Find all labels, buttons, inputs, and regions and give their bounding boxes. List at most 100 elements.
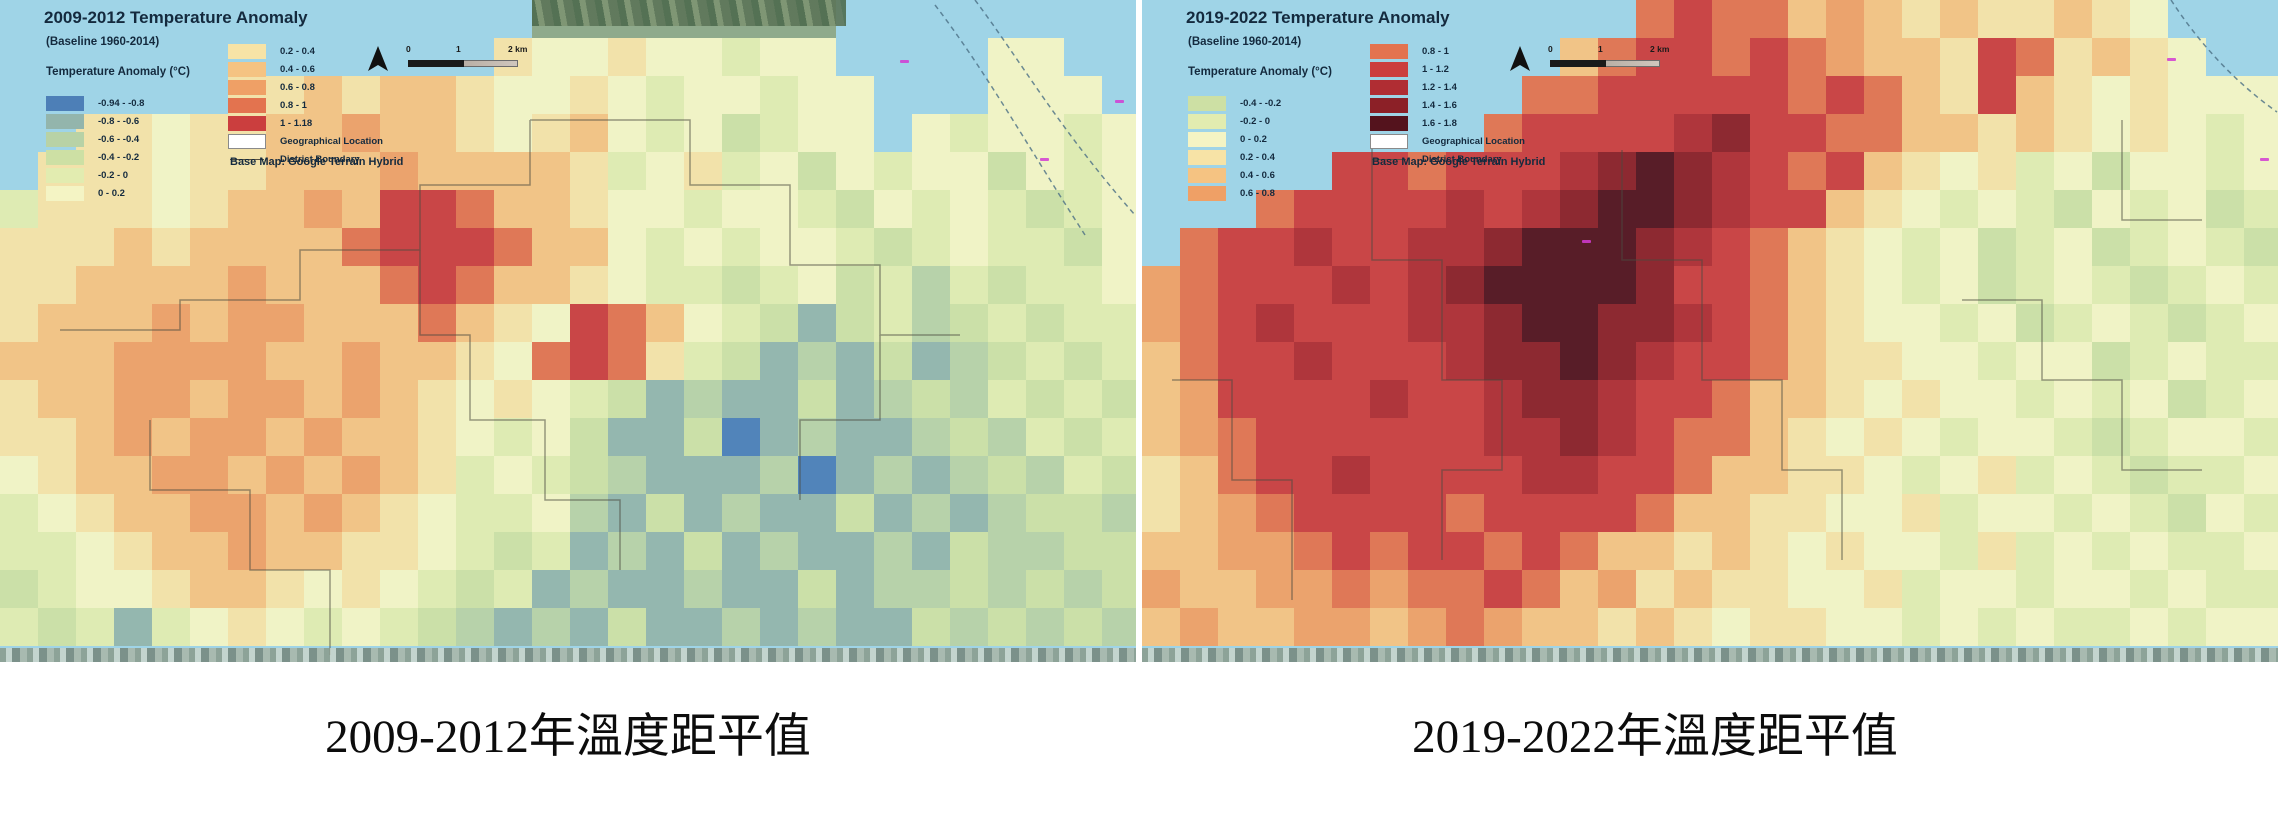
grid-cell <box>2244 380 2278 418</box>
caption-row: 2009-2012年溫度距平值 2019-2022年溫度距平值 <box>0 694 2278 784</box>
grid-cell <box>1902 494 1940 532</box>
grid-cell <box>2130 456 2168 494</box>
grid-cell <box>2016 570 2054 608</box>
grid-cell <box>912 152 950 190</box>
grid-cell <box>684 114 722 152</box>
legend-swatch <box>1370 61 1408 77</box>
grid-cell <box>646 190 684 228</box>
legend-bin-row: -0.8 - -0.6 <box>46 112 144 130</box>
grid-cell <box>1902 342 1940 380</box>
grid-cell <box>456 342 494 380</box>
grid-cell <box>1864 228 1902 266</box>
grid-cell <box>2092 228 2130 266</box>
grid-cell <box>1180 456 1218 494</box>
grid-cell <box>114 456 152 494</box>
grid-cell <box>2016 456 2054 494</box>
legend-bins-positive: 0.8 - 1 1 - 1.2 1.2 - 1.4 1.4 - 1.6 1.6 - 1.… <box>1370 42 1525 168</box>
grid-cell <box>418 380 456 418</box>
grid-cell <box>722 456 760 494</box>
grid-cell <box>1788 152 1826 190</box>
grid-cell <box>874 570 912 608</box>
grid-cell <box>1826 570 1864 608</box>
grid-cell <box>1408 304 1446 342</box>
grid-cell <box>1294 380 1332 418</box>
grid-cell <box>1522 608 1560 646</box>
grid-cell <box>1332 532 1370 570</box>
grid-cell <box>304 608 342 646</box>
grid-cell <box>646 608 684 646</box>
grid-cell <box>722 494 760 532</box>
grid-cell <box>1560 380 1598 418</box>
grid-cell <box>722 532 760 570</box>
grid-cell <box>1026 380 1064 418</box>
grid-cell <box>570 380 608 418</box>
grid-cell <box>1864 342 1902 380</box>
grid-cell <box>722 608 760 646</box>
scale-1: 1 <box>456 44 461 54</box>
grid-cell <box>152 342 190 380</box>
grid-cell <box>950 304 988 342</box>
grid-cell <box>836 608 874 646</box>
grid-cell <box>1940 266 1978 304</box>
grid-cell <box>532 190 570 228</box>
grid-cell <box>798 190 836 228</box>
grid-cell <box>2130 570 2168 608</box>
grid-cell <box>1902 418 1940 456</box>
legend-bin-row: 0.8 - 1 <box>1370 42 1525 60</box>
grid-cell <box>1636 342 1674 380</box>
grid-cell <box>1864 38 1902 76</box>
grid-cell <box>2244 418 2278 456</box>
grid-cell <box>114 304 152 342</box>
grid-cell <box>2092 266 2130 304</box>
grid-cell <box>1102 152 1136 190</box>
grid-cell <box>1750 608 1788 646</box>
grid-cell <box>76 228 114 266</box>
grid-cell <box>2130 266 2168 304</box>
district-boundary-label: District Boundary <box>280 153 360 165</box>
grid-cell <box>1864 570 1902 608</box>
grid-cell <box>2130 342 2168 380</box>
grid-cell <box>380 608 418 646</box>
grid-cell <box>1902 608 1940 646</box>
grid-cell <box>0 266 38 304</box>
grid-cell <box>950 152 988 190</box>
grid-cell <box>266 570 304 608</box>
grid-cell <box>1674 380 1712 418</box>
grid-cell <box>1142 456 1180 494</box>
grid-cell <box>646 532 684 570</box>
grid-cell <box>2054 532 2092 570</box>
grid-cell <box>190 456 228 494</box>
grid-cell <box>1788 532 1826 570</box>
grid-cell <box>1294 304 1332 342</box>
grid-cell <box>418 570 456 608</box>
grid-cell <box>2168 190 2206 228</box>
grid-cell <box>1826 0 1864 38</box>
grid-cell <box>1636 152 1674 190</box>
grid-cell <box>38 570 76 608</box>
grid-cell <box>1940 608 1978 646</box>
grid-cell <box>1864 532 1902 570</box>
grid-cell <box>152 456 190 494</box>
grid-cell <box>76 456 114 494</box>
grid-cell <box>2054 608 2092 646</box>
grid-cell <box>1294 418 1332 456</box>
grid-cell <box>1712 266 1750 304</box>
grid-cell <box>1064 494 1102 532</box>
grid-cell <box>1522 266 1560 304</box>
grid-cell <box>1636 266 1674 304</box>
grid-cell <box>532 266 570 304</box>
grid-cell <box>38 418 76 456</box>
grid-cell <box>570 228 608 266</box>
grid-cell <box>1560 228 1598 266</box>
grid-cell <box>494 380 532 418</box>
legend-bin-row: 0.4 - 0.6 <box>228 60 383 78</box>
basemap-credit: Base Map: Google Terrain Hybrid <box>1372 156 1546 168</box>
grid-cell <box>2092 494 2130 532</box>
grid-cell <box>2054 380 2092 418</box>
grid-cell <box>1180 380 1218 418</box>
grid-cell <box>608 608 646 646</box>
grid-cell <box>1370 342 1408 380</box>
grid-cell <box>152 190 190 228</box>
grid-cell <box>1712 38 1750 76</box>
north-arrow-icon <box>1510 46 1530 71</box>
